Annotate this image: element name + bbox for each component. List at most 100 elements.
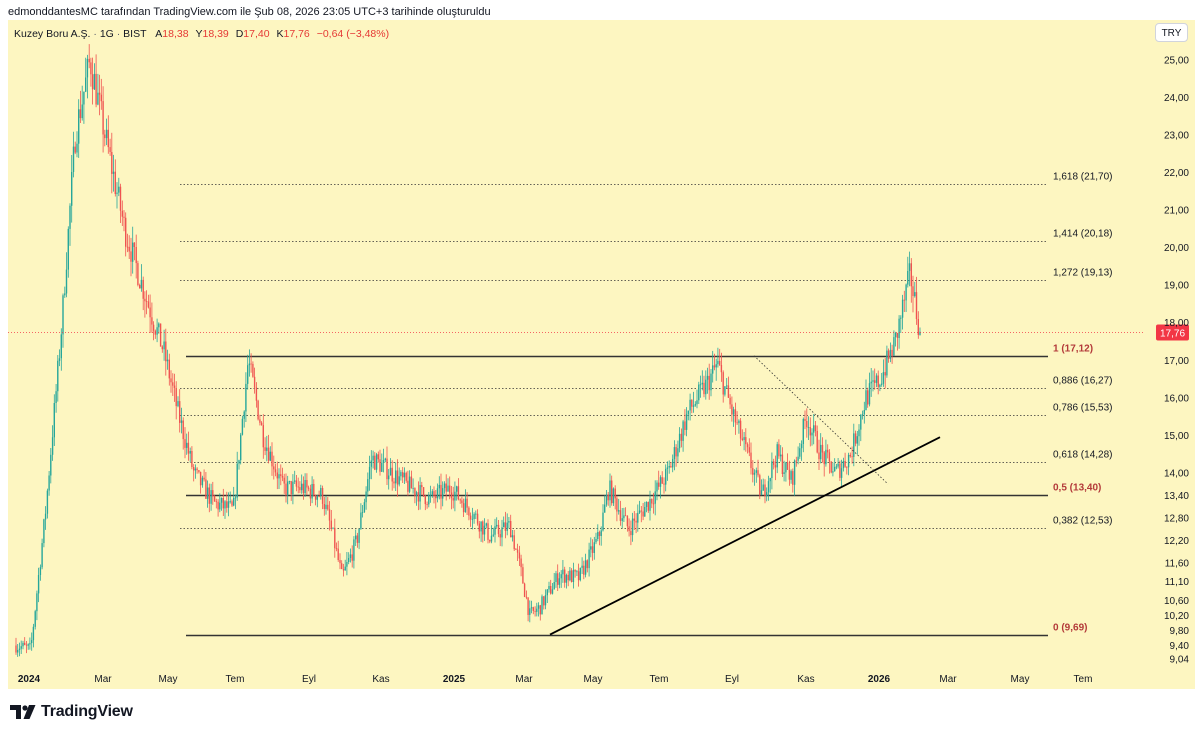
candle-up bbox=[511, 535, 514, 538]
fib-level-label: 0,786 (15,53) bbox=[1053, 403, 1113, 414]
x-tick-label: Tem bbox=[1074, 674, 1093, 685]
candle-down bbox=[461, 500, 463, 504]
x-tick-label: May bbox=[1011, 674, 1030, 685]
candle-down bbox=[222, 498, 224, 509]
candle-up bbox=[665, 468, 667, 485]
candle-up bbox=[696, 400, 698, 405]
candle-up bbox=[419, 485, 421, 502]
candle-down bbox=[111, 152, 113, 174]
last-price-tag bbox=[1156, 324, 1189, 341]
candle-down bbox=[759, 475, 761, 495]
candle-up bbox=[384, 458, 386, 460]
candle-down bbox=[764, 484, 766, 497]
candle-down bbox=[736, 422, 738, 424]
candle-up bbox=[494, 526, 496, 535]
candle-down bbox=[259, 419, 261, 423]
ascending-trendline[interactable] bbox=[549, 436, 941, 636]
candle-down bbox=[321, 488, 324, 504]
candle-down bbox=[297, 486, 299, 488]
candle-down bbox=[25, 644, 28, 646]
symbol-name[interactable]: Kuzey Boru A.Ş. bbox=[14, 28, 91, 40]
candle-up bbox=[27, 644, 29, 646]
y-tick-label: 11,10 bbox=[1165, 577, 1190, 588]
candle-down bbox=[165, 341, 167, 362]
candle-down bbox=[658, 482, 660, 487]
candle-up bbox=[278, 474, 280, 479]
candle-down bbox=[142, 279, 144, 299]
candle-down bbox=[323, 504, 325, 509]
candle-up bbox=[682, 421, 684, 441]
price-axis[interactable] bbox=[1143, 20, 1195, 689]
candle-down bbox=[262, 425, 264, 448]
candle-down bbox=[539, 605, 541, 615]
candle-up bbox=[590, 546, 592, 550]
candle-down bbox=[774, 464, 777, 468]
candle-up bbox=[163, 341, 165, 350]
candle-down bbox=[125, 217, 127, 247]
candle-up bbox=[53, 403, 55, 438]
candle-up bbox=[60, 334, 62, 359]
candle-down bbox=[821, 444, 824, 453]
currency-button[interactable]: TRY bbox=[1155, 23, 1188, 42]
candle-up bbox=[464, 498, 467, 513]
candle-down bbox=[520, 558, 522, 568]
candle-up bbox=[403, 472, 406, 478]
candle-up bbox=[496, 524, 498, 527]
candle-down bbox=[123, 216, 125, 218]
candle-down bbox=[773, 461, 775, 465]
y-tick-label: 22,00 bbox=[1164, 168, 1189, 179]
candle-up bbox=[565, 574, 568, 583]
candle-up bbox=[738, 420, 740, 424]
candle-up bbox=[865, 390, 867, 410]
candle-down bbox=[379, 459, 381, 472]
symbol-interval[interactable]: 1G bbox=[99, 28, 114, 40]
candle-down bbox=[253, 376, 256, 388]
candle-up bbox=[659, 477, 662, 487]
candle-up bbox=[790, 471, 792, 480]
candlestick-chart[interactable]: 1,618 (21,70) 1,414 (20,18) 1,272 (19,13) 1… bbox=[8, 20, 1195, 689]
fib-level-label: 0 (9,69) bbox=[1053, 623, 1087, 634]
candle-down bbox=[422, 487, 425, 496]
candle-down bbox=[79, 109, 82, 119]
tradingview-logo[interactable]: TradingView bbox=[10, 702, 133, 722]
candle-up bbox=[361, 512, 364, 513]
candle-up bbox=[858, 429, 860, 437]
candle-down bbox=[334, 527, 336, 549]
candle-up bbox=[72, 146, 75, 172]
candle-up bbox=[544, 595, 547, 606]
chart-area[interactable]: 1,618 (21,70) 1,414 (20,18) 1,272 (19,13) 1… bbox=[8, 20, 1195, 689]
candle-down bbox=[217, 501, 219, 510]
candle-up bbox=[649, 499, 651, 511]
candle-up bbox=[22, 642, 24, 647]
candle-down bbox=[151, 317, 153, 325]
candle-down bbox=[466, 498, 468, 508]
x-tick-label: Kas bbox=[797, 674, 814, 685]
candle-down bbox=[435, 496, 437, 499]
candle-up bbox=[600, 530, 602, 536]
descending-trendline[interactable] bbox=[753, 355, 889, 485]
candle-up bbox=[395, 470, 397, 484]
candle-up bbox=[269, 451, 271, 461]
candle-up bbox=[43, 519, 45, 544]
candle-up bbox=[93, 73, 96, 90]
open-label: A bbox=[155, 28, 163, 40]
candle-up bbox=[292, 481, 294, 495]
candle-up bbox=[201, 477, 204, 486]
candle-down bbox=[607, 494, 609, 501]
candle-down bbox=[114, 171, 116, 194]
candle-up bbox=[86, 58, 89, 78]
candle-up bbox=[807, 427, 810, 428]
candle-down bbox=[264, 447, 266, 451]
candle-up bbox=[835, 466, 838, 468]
candle-up bbox=[560, 574, 562, 579]
candle-up bbox=[17, 650, 19, 653]
candle-up bbox=[220, 498, 223, 503]
candle-up bbox=[55, 391, 57, 403]
candle-up bbox=[698, 384, 700, 401]
candle-down bbox=[522, 567, 524, 584]
candle-up bbox=[46, 490, 49, 514]
candle-down bbox=[525, 596, 528, 598]
candle-up bbox=[408, 476, 411, 492]
candle-down bbox=[680, 433, 683, 441]
candle-up bbox=[245, 383, 247, 412]
